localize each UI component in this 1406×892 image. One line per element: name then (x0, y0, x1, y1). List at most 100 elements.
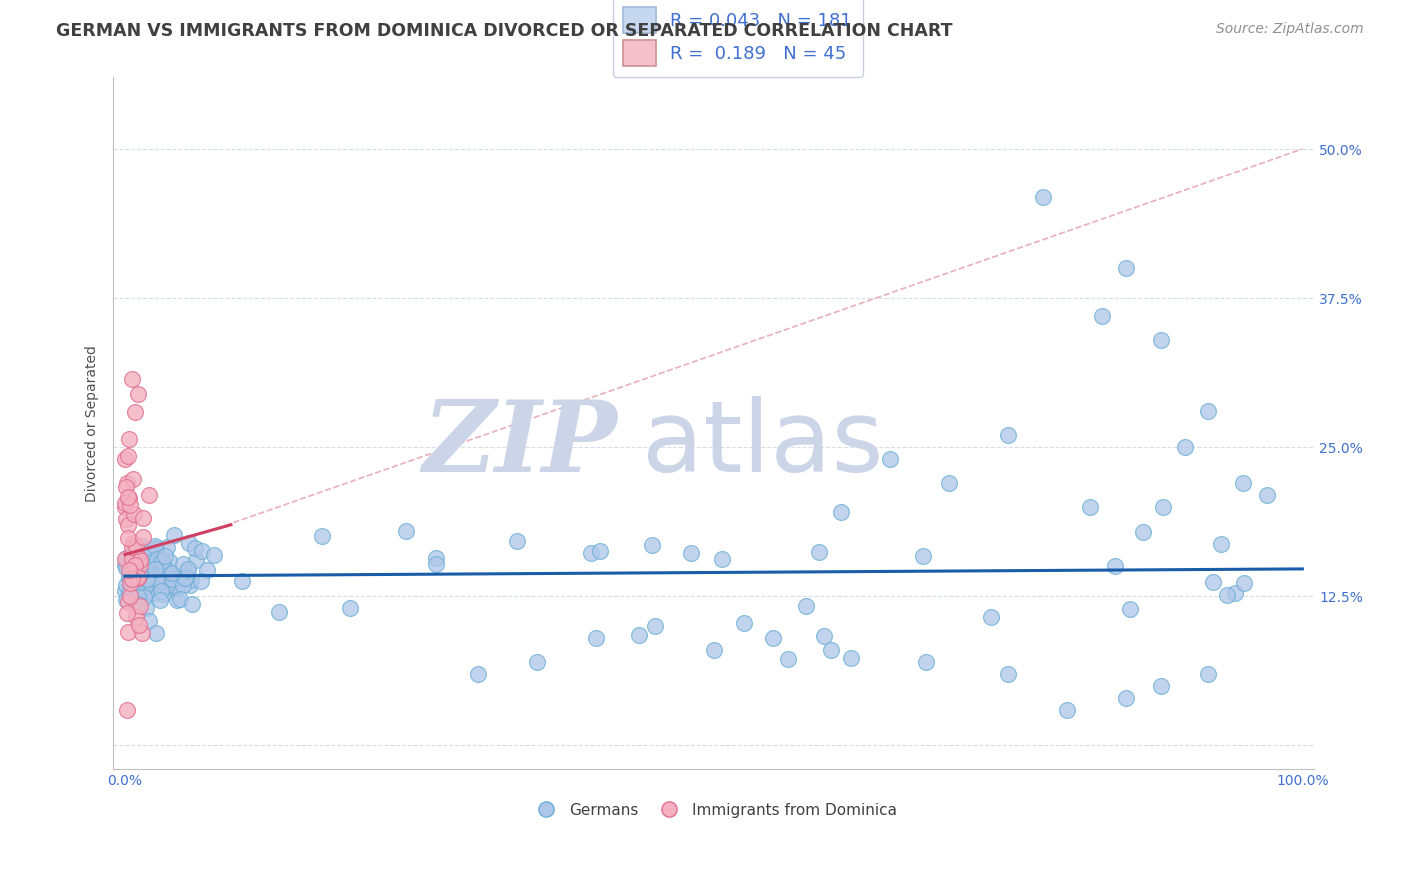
Point (141, 545, 163, 559)
Point (176, 565, 198, 579)
Point (128, 565, 150, 579)
Point (157, 566, 180, 580)
Point (127, 597, 149, 611)
Point (1211, 537, 1233, 551)
Point (839, 650, 862, 665)
Point (124, 571, 146, 585)
Point (125, 582, 148, 596)
Point (166, 579, 188, 593)
Point (138, 574, 160, 588)
Point (1080, 500, 1102, 514)
Point (125, 574, 148, 589)
Point (117, 594, 139, 608)
Point (1202, 574, 1225, 589)
Point (115, 577, 138, 591)
Point (146, 551, 169, 566)
Point (152, 587, 174, 601)
Point (127, 587, 149, 601)
Point (1232, 475, 1254, 490)
Point (153, 574, 176, 589)
Point (124, 405, 146, 419)
Point (156, 577, 179, 591)
Point (311, 528, 333, 542)
Point (1215, 589, 1237, 603)
Point (997, 666, 1019, 681)
Point (139, 543, 162, 558)
Point (114, 550, 136, 565)
Point (114, 552, 136, 566)
Point (121, 540, 143, 554)
Point (122, 472, 145, 486)
Point (1197, 404, 1219, 418)
Point (177, 562, 200, 576)
Point (820, 643, 842, 657)
Point (526, 655, 548, 669)
Point (150, 558, 173, 572)
Point (710, 552, 733, 566)
Point (127, 562, 149, 576)
Point (184, 541, 207, 555)
Y-axis label: Divorced or Separated: Divorced or Separated (86, 345, 100, 502)
Point (644, 619, 666, 633)
Point (138, 556, 160, 570)
Point (585, 631, 607, 645)
Point (127, 590, 149, 604)
Point (150, 559, 173, 574)
Point (124, 580, 146, 594)
Point (1150, 333, 1173, 347)
Text: Source: ZipAtlas.com: Source: ZipAtlas.com (1216, 22, 1364, 37)
Point (776, 651, 799, 665)
Point (131, 626, 153, 640)
Point (190, 574, 212, 589)
Point (125, 567, 148, 582)
Point (134, 578, 156, 592)
Point (794, 599, 817, 613)
Point (579, 546, 602, 560)
Point (115, 480, 138, 494)
Point (149, 574, 172, 589)
Point (122, 568, 145, 582)
Point (121, 585, 143, 599)
Point (117, 450, 139, 464)
Point (114, 452, 136, 467)
Point (135, 572, 157, 586)
Point (128, 618, 150, 632)
Point (138, 566, 160, 581)
Point (127, 558, 149, 573)
Point (879, 452, 901, 467)
Point (150, 555, 173, 569)
Point (114, 583, 136, 598)
Point (122, 542, 145, 557)
Point (122, 566, 145, 580)
Point (135, 572, 157, 586)
Point (808, 545, 831, 559)
Point (141, 586, 163, 600)
Point (1197, 666, 1219, 681)
Point (165, 581, 187, 595)
Point (160, 572, 183, 586)
Point (146, 570, 169, 584)
Point (1233, 575, 1256, 590)
Point (1056, 703, 1078, 717)
Point (128, 599, 150, 613)
Point (467, 666, 489, 681)
Point (128, 558, 150, 572)
Point (138, 568, 160, 582)
Point (143, 578, 166, 592)
Point (176, 569, 198, 583)
Point (173, 571, 195, 585)
Point (117, 490, 139, 504)
Point (138, 567, 160, 582)
Point (122, 575, 145, 590)
Point (506, 533, 529, 548)
Point (122, 508, 145, 522)
Point (589, 543, 612, 558)
Point (627, 628, 650, 642)
Point (118, 589, 141, 603)
Point (1115, 261, 1137, 276)
Point (127, 550, 149, 565)
Point (135, 601, 157, 615)
Point (1174, 440, 1197, 454)
Point (115, 703, 138, 717)
Point (1150, 679, 1173, 693)
